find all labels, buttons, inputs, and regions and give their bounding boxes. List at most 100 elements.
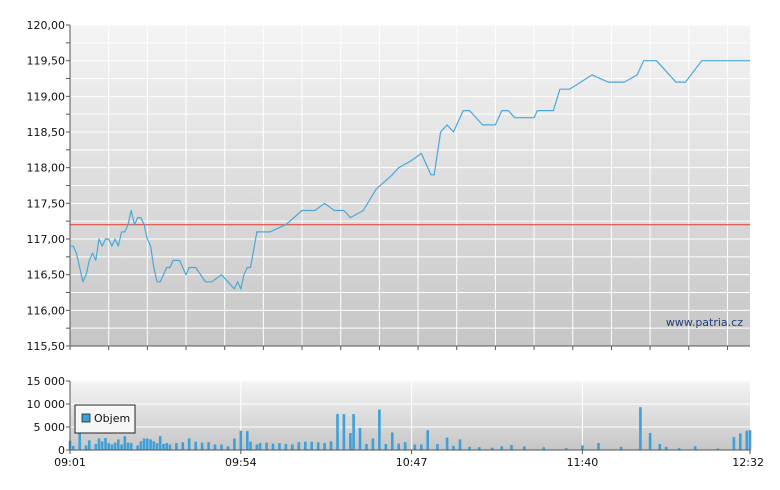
volume-bar — [194, 441, 197, 450]
price-panel: 115,50 116,00 116,50 117,00 117,50 118,00 118,… — [27, 19, 750, 353]
volume-bar — [126, 442, 130, 450]
volume-bar — [452, 445, 455, 450]
volume-bar — [371, 438, 375, 450]
price-y-tick-label: 118,00 — [27, 162, 66, 175]
volume-bar — [323, 443, 326, 450]
price-y-tick-label: 119,00 — [27, 90, 66, 103]
volume-bar — [78, 422, 81, 450]
volume-bar — [426, 430, 429, 450]
volume-bar — [739, 433, 742, 450]
volume-bar — [619, 446, 623, 450]
volume-bar — [110, 444, 114, 450]
x-tick-label: 09:54 — [225, 456, 257, 469]
legend-label: Objem — [94, 412, 130, 425]
volume-legend: Objem — [74, 404, 136, 434]
volume-bar — [142, 438, 146, 450]
volume-bar — [384, 444, 388, 450]
price-y-tick-label: 116,50 — [27, 269, 66, 282]
volume-bar — [246, 431, 249, 450]
price-y-tick-label: 119,50 — [27, 55, 66, 68]
volume-bar — [291, 444, 294, 450]
volume-bar — [129, 443, 133, 450]
volume-bar — [304, 441, 307, 450]
volume-bar — [175, 443, 178, 450]
volume-bar — [181, 442, 185, 450]
volume-bar — [748, 430, 752, 450]
volume-bar — [187, 438, 191, 450]
volume-bar — [336, 414, 339, 450]
volume-bar — [100, 441, 104, 450]
volume-bar — [732, 437, 736, 450]
volume-bar — [436, 444, 439, 450]
volume-bar — [149, 439, 152, 450]
volume-bar — [88, 440, 91, 450]
price-y-tick-label: 120,00 — [27, 19, 66, 32]
volume-bar — [97, 438, 101, 450]
legend-swatch — [81, 413, 91, 423]
volume-bar — [490, 447, 494, 450]
volume-bar — [523, 446, 526, 450]
volume-bar — [117, 439, 120, 450]
volume-bar — [500, 446, 504, 450]
volume-bar — [162, 444, 165, 450]
x-tick-label: 10:47 — [396, 456, 428, 469]
volume-bar — [136, 445, 139, 450]
volume-bar — [226, 446, 230, 450]
volume-bar — [458, 439, 462, 450]
volume-bar — [265, 442, 268, 450]
volume-bar — [478, 447, 481, 450]
volume-bar — [104, 438, 107, 450]
volume-bar — [413, 444, 417, 450]
price-y-tick-label: 115,50 — [27, 340, 66, 353]
volume-bar — [168, 444, 172, 450]
volume-bar — [71, 445, 75, 450]
volume-bar — [152, 441, 156, 450]
volume-bar — [597, 443, 600, 450]
volume-bar — [255, 444, 259, 450]
volume-bar — [403, 442, 407, 450]
volume-bar — [565, 448, 568, 450]
volume-y-tick-label: 5 000 — [34, 421, 66, 434]
volume-bar — [658, 444, 662, 450]
volume-bar — [542, 447, 545, 450]
volume-bar — [664, 446, 668, 450]
watermark: www.patria.cz — [666, 316, 743, 329]
volume-bar — [239, 430, 243, 450]
volume-bar — [316, 442, 320, 450]
volume-bar — [693, 446, 697, 450]
volume-bar — [378, 409, 381, 450]
volume-bar — [397, 443, 400, 450]
volume-bar — [220, 444, 223, 450]
volume-bar — [94, 444, 98, 450]
volume-bar — [84, 445, 88, 450]
volume-bar — [420, 444, 423, 450]
volume-bar — [158, 436, 162, 450]
volume-bar — [207, 442, 210, 450]
volume-bar — [107, 443, 110, 450]
price-series-line — [70, 60, 750, 290]
volume-y-tick-label: 10 000 — [27, 398, 66, 411]
volume-bar — [349, 433, 352, 450]
volume-bar — [297, 442, 301, 450]
volume-y-tick-label: 0 — [58, 444, 65, 457]
volume-bar — [352, 414, 355, 450]
price-y-tick-label: 118,50 — [27, 126, 66, 139]
volume-bar — [139, 441, 143, 450]
x-tick-label: 09:01 — [54, 456, 86, 469]
volume-bar — [342, 414, 346, 450]
volume-bar — [278, 443, 281, 450]
volume-bar — [213, 444, 217, 450]
volume-bar — [284, 444, 288, 450]
volume-bar — [233, 438, 236, 450]
volume-plot-background — [70, 381, 750, 450]
volume-bar — [677, 448, 681, 450]
volume-bar — [146, 438, 149, 450]
volume-y-tick-label: 15 000 — [27, 375, 66, 388]
volume-bar — [648, 433, 652, 450]
volume-bar — [716, 448, 720, 450]
volume-bar — [639, 407, 642, 450]
volume-bar — [745, 430, 749, 450]
volume-bar — [329, 441, 333, 450]
